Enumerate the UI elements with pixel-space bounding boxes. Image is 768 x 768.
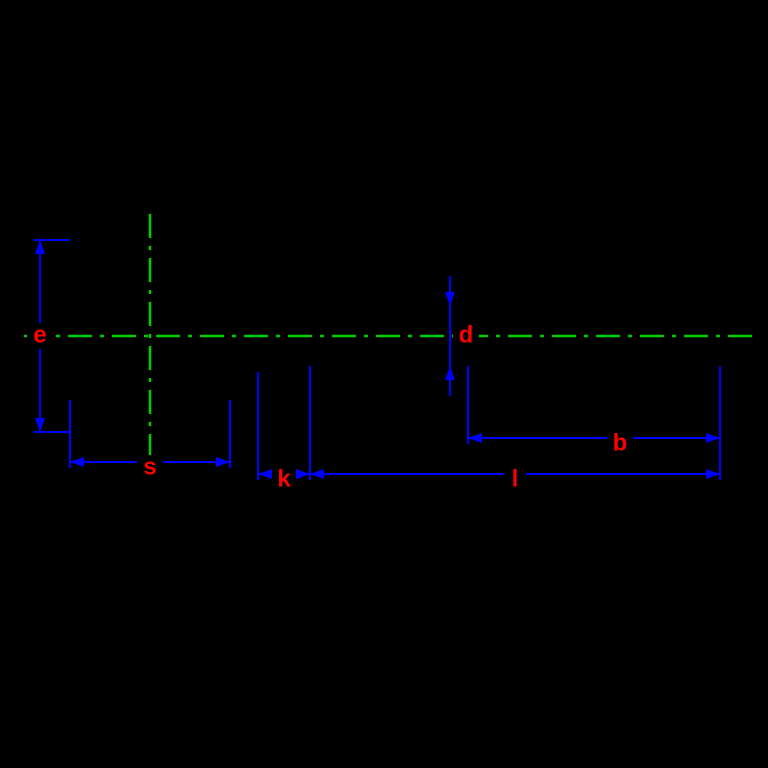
dim-l-label: l [512,465,519,492]
technical-drawing: s e k l b d [0,0,768,768]
dim-b-label: b [613,429,628,456]
dim-d-label: d [459,321,474,348]
dim-k-label: k [277,465,291,492]
dim-s-label: s [143,453,156,480]
dim-e-label: e [33,321,46,348]
